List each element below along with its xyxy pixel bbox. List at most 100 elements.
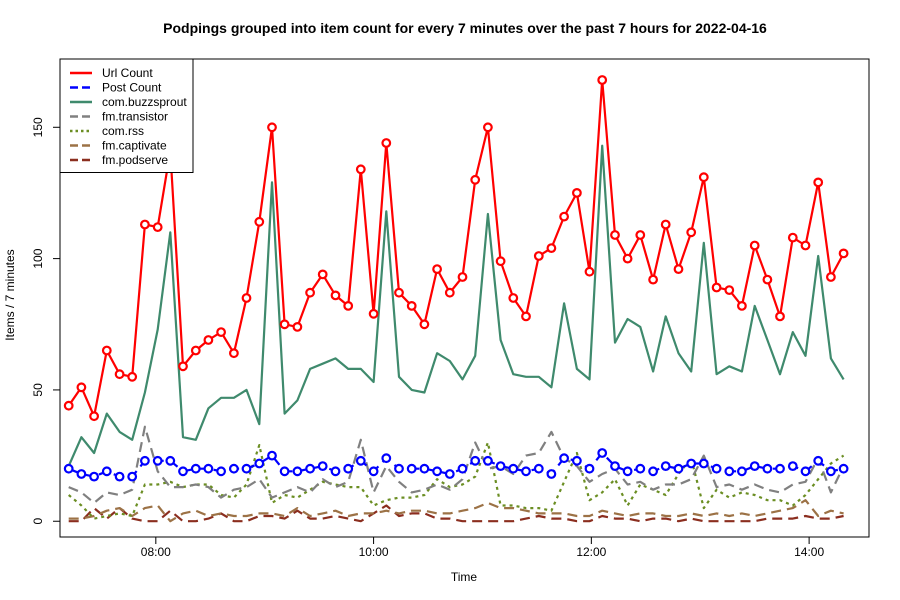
data-point <box>533 251 544 261</box>
data-point <box>432 466 443 477</box>
series-line-6 <box>68 504 844 523</box>
data-point <box>76 469 87 479</box>
data-point <box>419 319 430 330</box>
data-point <box>89 411 99 422</box>
data-point <box>190 463 201 474</box>
legend-item: com.rss <box>70 124 144 138</box>
data-point <box>317 461 328 472</box>
x-tick-label: 14:00 <box>794 545 824 559</box>
data-point <box>444 287 455 298</box>
data-point <box>355 455 366 466</box>
series-2 <box>67 144 845 467</box>
data-point <box>584 463 595 474</box>
y-axis-label: Items / 7 minutes <box>3 249 17 340</box>
data-point <box>406 301 417 311</box>
x-tick-label: 12:00 <box>576 545 606 559</box>
legend-label: fm.captivate <box>102 139 167 153</box>
data-point <box>762 463 773 474</box>
data-point <box>305 463 316 474</box>
data-point <box>673 463 684 474</box>
data-point <box>457 463 468 474</box>
data-point <box>317 269 328 280</box>
legend-label: com.rss <box>102 124 144 138</box>
legend-item: fm.podserve <box>70 153 168 167</box>
data-point <box>343 463 354 474</box>
series-line-5 <box>68 499 844 523</box>
data-point <box>813 455 824 466</box>
data-point <box>216 327 227 338</box>
x-axis-label: Time <box>451 570 478 584</box>
data-point <box>724 466 735 477</box>
data-point <box>635 230 646 240</box>
data-point <box>127 371 138 382</box>
legend-label: fm.podserve <box>102 153 168 167</box>
data-point <box>368 466 379 477</box>
data-point <box>381 138 392 148</box>
data-point <box>521 311 531 322</box>
data-point <box>330 466 341 477</box>
data-point <box>787 232 798 243</box>
series-4 <box>67 441 845 520</box>
series-5 <box>68 499 844 523</box>
data-point <box>241 293 252 303</box>
data-point <box>546 469 557 479</box>
data-point <box>63 400 74 411</box>
data-point <box>660 461 671 472</box>
legend-label: Post Count <box>102 81 162 95</box>
data-point <box>381 453 392 464</box>
legend-label: fm.transistor <box>102 110 168 124</box>
data-point <box>152 455 163 466</box>
data-point <box>698 458 709 469</box>
x-tick-label: 08:00 <box>141 545 171 559</box>
data-point <box>190 345 201 356</box>
series-line-4 <box>67 441 845 520</box>
data-point <box>622 253 633 264</box>
data-point <box>279 466 290 477</box>
y-tick-label: 150 <box>31 117 45 137</box>
legend-item: fm.captivate <box>70 139 167 153</box>
data-point <box>165 455 176 466</box>
data-point <box>63 463 74 474</box>
data-point <box>178 466 188 477</box>
data-point <box>470 174 481 185</box>
data-point <box>622 466 633 477</box>
data-point <box>572 455 582 466</box>
data-point <box>495 461 506 472</box>
data-point <box>394 463 404 474</box>
data-point <box>152 222 163 233</box>
data-point <box>228 348 239 359</box>
data-point <box>597 448 608 458</box>
data-point <box>533 463 544 474</box>
data-point <box>737 301 747 311</box>
y-tick-label: 0 <box>31 518 45 525</box>
data-point <box>673 264 684 275</box>
data-point <box>648 274 658 285</box>
legend-item: Url Count <box>70 66 153 80</box>
data-point <box>457 272 468 282</box>
data-point <box>775 311 785 322</box>
plot-area <box>63 75 849 523</box>
data-point <box>749 240 760 251</box>
data-point <box>89 471 99 482</box>
data-point <box>470 455 481 466</box>
data-point <box>572 187 582 198</box>
series-6 <box>68 504 844 523</box>
data-point <box>749 461 760 472</box>
data-point <box>228 463 239 474</box>
data-point <box>597 75 608 85</box>
data-point <box>495 256 506 267</box>
y-axis: 0 50 100 150 <box>31 117 61 525</box>
data-point <box>508 463 519 474</box>
data-point <box>610 461 620 472</box>
data-point <box>101 466 112 477</box>
data-point <box>292 322 303 332</box>
data-point <box>343 301 354 311</box>
data-point <box>635 463 646 474</box>
data-point <box>139 455 150 466</box>
data-point <box>711 282 722 293</box>
data-point <box>178 361 188 372</box>
data-point <box>826 466 836 477</box>
legend-label: Url Count <box>102 66 153 80</box>
series-line-2 <box>67 144 845 467</box>
